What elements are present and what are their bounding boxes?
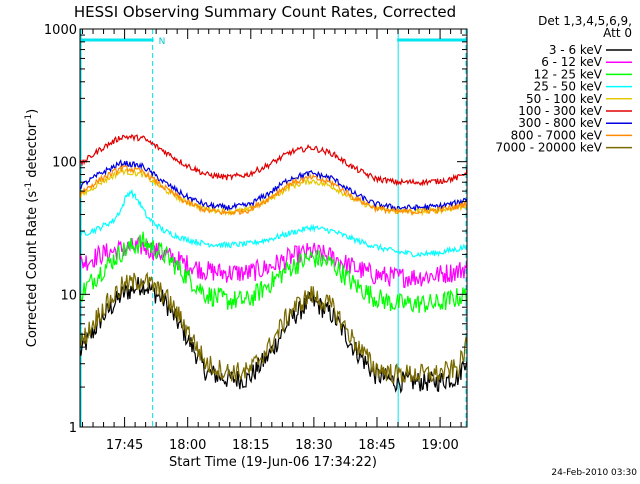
legend-item-label: 3 - 6 keV	[549, 43, 603, 57]
night-marker-label: N	[159, 37, 166, 47]
x-axis-label: Start Time (19-Jun-06 17:34:22)	[169, 455, 377, 470]
x-tick-label: 18:30	[295, 438, 332, 453]
series-line	[79, 164, 468, 217]
legend-item-label: 100 - 300 keV	[518, 104, 602, 118]
y-tick-label: 1000	[44, 23, 77, 38]
y-tick-label: 10	[60, 288, 77, 303]
chart-title: HESSI Observing Summary Count Rates, Cor…	[74, 3, 456, 21]
footer-date: 24-Feb-2010 03:30	[551, 468, 637, 478]
legend-item-label: 6 - 12 keV	[541, 55, 603, 69]
series-line	[79, 159, 468, 212]
legend-item-label: 800 - 7000 keV	[511, 128, 603, 142]
series-line	[79, 271, 468, 384]
legend-header-line-2: Att 0	[603, 26, 632, 40]
legend-item-label: 12 - 25 keV	[534, 67, 603, 81]
plot-frame	[79, 28, 468, 428]
y-axis-label: Corrected Count Rate (s-1 detector-1)	[24, 109, 40, 347]
x-tick-label: 19:00	[421, 438, 458, 453]
legend-header-line-1: Det 1,3,4,5,6,9,	[538, 14, 632, 28]
series-line	[79, 188, 468, 258]
x-axis: 17:45 18:00 18:15 18:30 18:45 19:00	[82, 29, 462, 453]
x-tick-label: 18:45	[358, 438, 395, 453]
series-line	[79, 231, 468, 314]
night-markers: N	[80, 29, 467, 427]
y-axis: 1 10 100 1000	[44, 23, 467, 436]
series-layer	[79, 133, 468, 394]
x-tick-label: 18:15	[232, 438, 269, 453]
legend-item-label: 7000 - 20000 keV	[495, 141, 602, 155]
y-tick-label: 1	[69, 421, 77, 436]
x-tick-label: 17:45	[106, 438, 143, 453]
y-tick-label: 100	[52, 156, 77, 171]
series-line	[79, 133, 468, 187]
series-line	[79, 236, 468, 289]
legend-item-label: 25 - 50 keV	[534, 80, 603, 94]
legend-item-label: 300 - 800 keV	[518, 116, 602, 130]
x-tick-label: 18:00	[169, 438, 206, 453]
legend-item-label: 50 - 100 keV	[526, 92, 603, 106]
